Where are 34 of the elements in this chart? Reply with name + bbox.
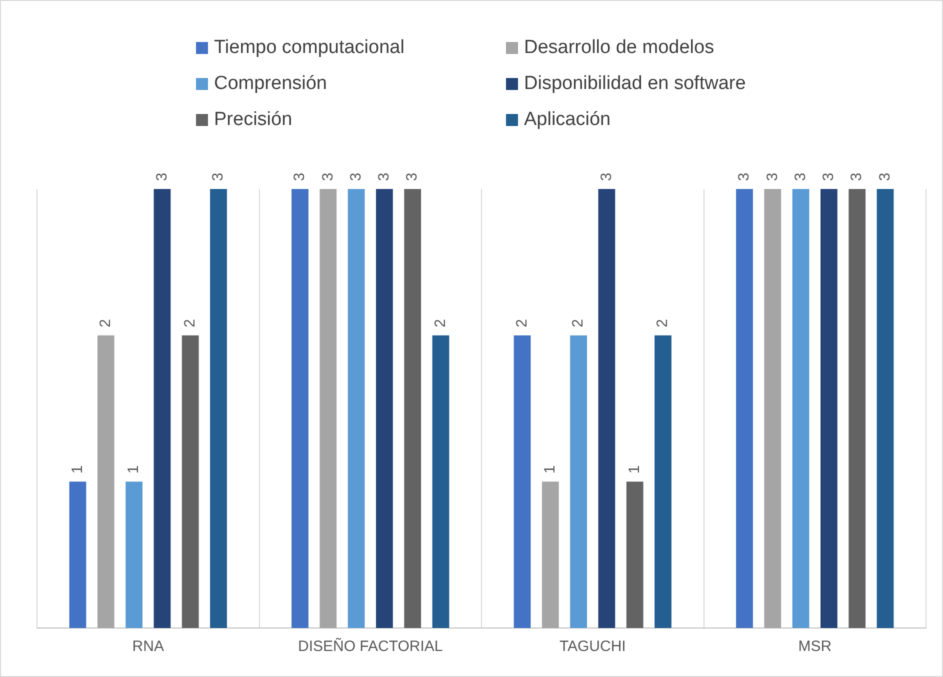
x-tick-label: MSR: [798, 638, 832, 656]
data-label: 2: [181, 318, 198, 328]
data-label: 3: [736, 172, 753, 181]
legend-label: Tiempo computacional: [214, 37, 404, 59]
data-label: 3: [820, 172, 838, 181]
data-label: 1: [626, 465, 643, 474]
data-label: 1: [542, 465, 559, 474]
data-label: 2: [513, 318, 530, 328]
data-label: 3: [153, 172, 170, 181]
data-label: 3: [291, 172, 308, 181]
data-label: 2: [570, 318, 587, 328]
data-label: 3: [404, 172, 421, 181]
data-label: 2: [97, 318, 114, 328]
legend-label: Aplicación: [524, 109, 611, 131]
legend-label: Disponibilidad en software: [524, 73, 746, 95]
data-label: 1: [68, 465, 86, 474]
legend-label: Desarrollo de modelos: [524, 37, 714, 59]
data-label: 3: [376, 172, 393, 181]
data-label: 3: [598, 172, 615, 181]
data-label: 3: [876, 172, 894, 181]
x-tick-label: RNA: [132, 638, 164, 656]
data-label: 3: [347, 172, 364, 181]
data-label: 3: [848, 172, 866, 181]
data-label: 3: [792, 172, 809, 181]
x-tick-label: DISEÑO FACTORIAL: [298, 637, 443, 656]
data-label: 2: [654, 318, 672, 328]
data-label: 2: [432, 318, 449, 328]
data-label: 3: [319, 172, 336, 181]
x-tick-label: TAGUCHI: [559, 638, 626, 656]
legend-label: Precisión: [214, 109, 292, 131]
data-label: 3: [210, 172, 227, 181]
data-label: 1: [125, 465, 142, 474]
legend-label: Comprensión: [214, 73, 327, 95]
data-label: 3: [764, 172, 781, 181]
